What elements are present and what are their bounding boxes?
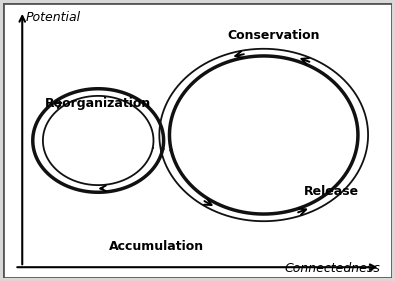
Text: Conservation: Conservation — [227, 29, 320, 42]
Text: Reorganization: Reorganization — [45, 97, 151, 110]
Text: Accumulation: Accumulation — [109, 240, 204, 253]
Text: Release: Release — [304, 185, 359, 198]
Text: Potential: Potential — [26, 11, 81, 24]
Text: Connectedness: Connectedness — [285, 262, 380, 275]
